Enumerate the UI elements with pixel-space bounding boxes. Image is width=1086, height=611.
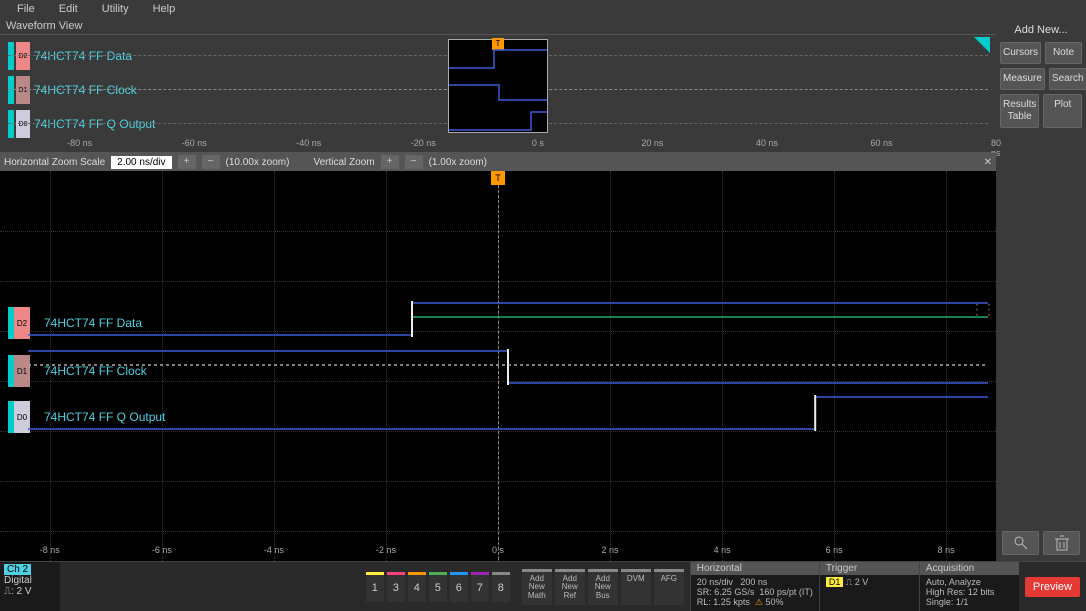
ov-tick: 0 s bbox=[532, 138, 544, 148]
ch-val: ⎍: 2 V bbox=[4, 586, 32, 597]
acquisition-info[interactable]: Acquisition Auto, Analyze High Res: 12 b… bbox=[919, 562, 1019, 611]
preview-button[interactable]: Preview bbox=[1025, 577, 1080, 597]
hz-zoom: (10.00x zoom) bbox=[226, 157, 290, 168]
cursors-button[interactable]: Cursors bbox=[1000, 42, 1041, 64]
ch-type: Digital bbox=[4, 575, 32, 586]
menu-utility[interactable]: Utility bbox=[90, 3, 141, 15]
main-tick: -2 ns bbox=[376, 545, 396, 555]
afg-button[interactable]: AFG bbox=[654, 569, 684, 605]
trigger-info[interactable]: Trigger D1 ⎍ 2 V bbox=[819, 562, 919, 611]
ov-tick: 20 ns bbox=[641, 138, 663, 148]
hz-value[interactable]: 2.00 ns/div bbox=[111, 156, 171, 169]
zoom-close-icon[interactable]: ✕ bbox=[984, 157, 992, 168]
ov-handle-1[interactable] bbox=[8, 76, 14, 104]
ov-color-0: D2 bbox=[16, 42, 30, 70]
results-table-button[interactable]: Results Table bbox=[1000, 94, 1039, 128]
channel-buttons: 1345678 bbox=[360, 562, 516, 611]
measure-button[interactable]: Measure bbox=[1000, 68, 1045, 90]
ov-tick: -60 ns bbox=[182, 138, 207, 148]
add-buttons: AddNewMathAddNewRefAddNewBusDVMAFG bbox=[516, 562, 690, 611]
main-tick: 4 ns bbox=[714, 545, 731, 555]
main-tick: 0 s bbox=[492, 545, 504, 555]
main-tick: -4 ns bbox=[264, 545, 284, 555]
ov-handle-2[interactable] bbox=[8, 110, 14, 138]
add-new-ref-button[interactable]: AddNewRef bbox=[555, 569, 585, 605]
horiz-hdr: Horizontal bbox=[691, 562, 819, 575]
zoom-tool-icon[interactable] bbox=[1002, 531, 1039, 555]
vz-plus-button[interactable]: + bbox=[381, 155, 399, 169]
ov-color-1: D1 bbox=[16, 76, 30, 104]
hz-minus-button[interactable]: − bbox=[202, 155, 220, 169]
plot-button[interactable]: Plot bbox=[1043, 94, 1082, 128]
channel-7-button[interactable]: 7 bbox=[471, 572, 489, 602]
trash-icon[interactable] bbox=[1043, 531, 1080, 555]
waveform-panel: Waveform View D2 74HCT74 FF Data D1 74HC… bbox=[0, 18, 996, 561]
vz-zoom: (1.00x zoom) bbox=[429, 157, 487, 168]
right-title: Add New... bbox=[1000, 22, 1082, 38]
ov-tick: -20 ns bbox=[411, 138, 436, 148]
dvm-button[interactable]: DVM bbox=[621, 569, 651, 605]
ov-label-2: 74HCT74 FF Q Output bbox=[34, 117, 155, 131]
sig-label-0: 74HCT74 FF Data bbox=[44, 316, 142, 330]
ov-tick: 40 ns bbox=[756, 138, 778, 148]
main-tick: -6 ns bbox=[152, 545, 172, 555]
main-tick: 8 ns bbox=[938, 545, 955, 555]
note-button[interactable]: Note bbox=[1045, 42, 1082, 64]
ov-label-1: 74HCT74 FF Clock bbox=[34, 83, 137, 97]
horizontal-info[interactable]: Horizontal 20 ns/div 200 ns SR: 6.25 GS/… bbox=[690, 562, 819, 611]
ov-handle-0[interactable] bbox=[8, 42, 14, 70]
ov-label-0: 74HCT74 FF Data bbox=[34, 49, 132, 63]
main-tick: 2 ns bbox=[602, 545, 619, 555]
add-new-bus-button[interactable]: AddNewBus bbox=[588, 569, 618, 605]
main-tick: -8 ns bbox=[40, 545, 60, 555]
menu-help[interactable]: Help bbox=[141, 3, 188, 15]
menubar: File Edit Utility Help bbox=[0, 0, 1086, 18]
main-waveform[interactable]: T ⋮⋮ D2 74HCT74 FF Data D1 74HCT74 FF Cl… bbox=[0, 171, 996, 561]
bottom-bar: Ch 2 Digital ⎍: 2 V 1345678 AddNewMathAd… bbox=[0, 561, 1086, 611]
acq-hdr: Acquisition bbox=[920, 562, 1019, 575]
zoom-bar: Horizontal Zoom Scale 2.00 ns/div + − (1… bbox=[0, 153, 996, 171]
menu-file[interactable]: File bbox=[5, 3, 47, 15]
add-new-math-button[interactable]: AddNewMath bbox=[522, 569, 552, 605]
ch-name: Ch 2 bbox=[4, 564, 31, 575]
ov-color-2: D0 bbox=[16, 110, 30, 138]
channel-3-button[interactable]: 3 bbox=[387, 572, 405, 602]
panel-title: Waveform View bbox=[0, 18, 996, 35]
search-button[interactable]: Search bbox=[1049, 68, 1086, 90]
sig-label-1: 74HCT74 FF Clock bbox=[44, 364, 147, 378]
main-tick: 6 ns bbox=[826, 545, 843, 555]
menu-edit[interactable]: Edit bbox=[47, 3, 90, 15]
ov-tick: -80 ns bbox=[67, 138, 92, 148]
channel-5-button[interactable]: 5 bbox=[429, 572, 447, 602]
trig-badge: D1 bbox=[826, 577, 844, 587]
vz-minus-button[interactable]: − bbox=[405, 155, 423, 169]
overview-strip[interactable]: D2 74HCT74 FF Data D1 74HCT74 FF Clock D… bbox=[0, 35, 996, 153]
channel-1-button[interactable]: 1 bbox=[366, 572, 384, 602]
channel-4-button[interactable]: 4 bbox=[408, 572, 426, 602]
ov-tick: -40 ns bbox=[296, 138, 321, 148]
right-panel: Add New... Cursors Note Measure Search R… bbox=[996, 18, 1086, 561]
ov-tick: 60 ns bbox=[870, 138, 892, 148]
hz-plus-button[interactable]: + bbox=[178, 155, 196, 169]
sig-label-2: 74HCT74 FF Q Output bbox=[44, 410, 165, 424]
vz-label: Vertical Zoom bbox=[313, 157, 374, 168]
overview-zoom-box[interactable]: T bbox=[448, 39, 548, 133]
channel-8-button[interactable]: 8 bbox=[492, 572, 510, 602]
hz-label: Horizontal Zoom Scale bbox=[4, 157, 105, 168]
trig-hdr: Trigger bbox=[820, 562, 919, 575]
channel-badge[interactable]: Ch 2 Digital ⎍: 2 V bbox=[0, 562, 60, 611]
channel-6-button[interactable]: 6 bbox=[450, 572, 468, 602]
